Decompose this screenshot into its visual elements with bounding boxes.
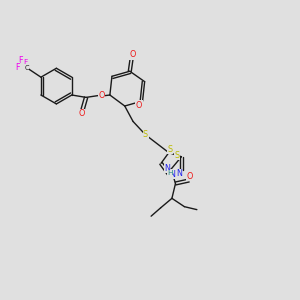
Text: O: O bbox=[78, 109, 85, 118]
Text: O: O bbox=[136, 101, 142, 110]
Text: N: N bbox=[164, 164, 170, 172]
Text: S: S bbox=[175, 151, 180, 160]
Text: O: O bbox=[130, 50, 136, 59]
Text: O: O bbox=[98, 91, 105, 100]
Text: S: S bbox=[167, 145, 172, 154]
Text: O: O bbox=[187, 172, 193, 181]
Text: F: F bbox=[15, 63, 20, 72]
Text: H: H bbox=[167, 170, 172, 176]
Text: F: F bbox=[23, 59, 27, 65]
Text: F: F bbox=[18, 56, 22, 65]
Text: C: C bbox=[24, 65, 29, 71]
Text: S: S bbox=[143, 130, 148, 139]
Text: N: N bbox=[169, 169, 175, 178]
Text: N: N bbox=[176, 169, 182, 178]
